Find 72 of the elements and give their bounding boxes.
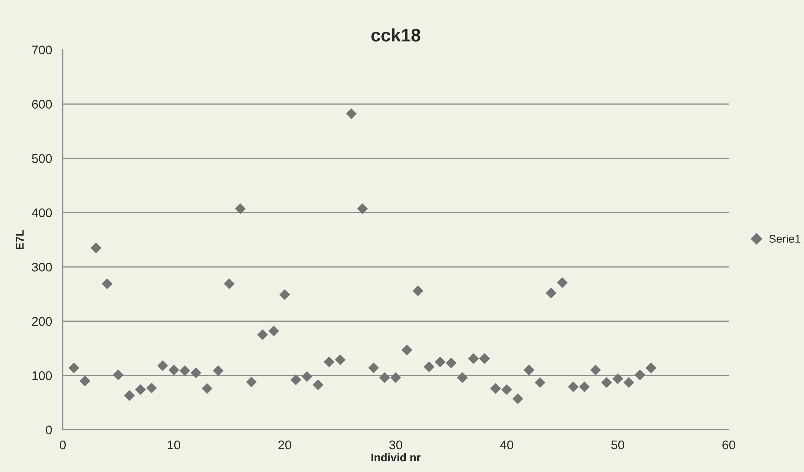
- point: [490, 383, 502, 394]
- point: [424, 362, 435, 372]
- point: [168, 364, 180, 376]
- point: [390, 372, 402, 384]
- point: [302, 371, 313, 382]
- chart-title: cck18: [372, 28, 421, 42]
- point: [579, 382, 590, 392]
- point: [502, 384, 512, 396]
- point: [346, 108, 357, 120]
- point: [124, 390, 135, 402]
- point: [624, 377, 634, 388]
- point: [634, 370, 646, 381]
- point: [468, 354, 480, 364]
- point: [280, 289, 290, 300]
- point: [446, 358, 457, 369]
- x-tick-label: 40: [500, 440, 514, 450]
- point: [546, 288, 557, 299]
- x-tick-label: 0: [60, 440, 66, 450]
- point: [312, 380, 324, 390]
- x-tick-label: 10: [168, 440, 180, 450]
- point: [646, 362, 657, 374]
- point: [612, 374, 624, 384]
- point: [412, 286, 424, 296]
- point: [568, 382, 579, 392]
- point: [368, 362, 380, 374]
- point: [235, 204, 246, 214]
- y-tick-label: 500: [32, 154, 52, 164]
- point: [158, 360, 168, 372]
- point: [224, 278, 235, 290]
- y-tick-label: 100: [32, 372, 52, 380]
- y-tick-label: 700: [32, 46, 52, 55]
- x-axis-title: Individ nr: [372, 453, 421, 462]
- point: [324, 356, 335, 368]
- point: [335, 354, 346, 366]
- point: [435, 356, 446, 368]
- x-tick-label: 50: [612, 440, 624, 450]
- point: [590, 364, 602, 376]
- point: [246, 376, 258, 388]
- y-tick-label: 300: [32, 262, 52, 272]
- x-tick-label: 30: [390, 440, 402, 450]
- y-tick-label: 0: [46, 426, 52, 435]
- point: [146, 382, 158, 394]
- point: [190, 368, 202, 378]
- point: [213, 365, 224, 376]
- point: [268, 326, 280, 337]
- point: [534, 377, 546, 388]
- point: [102, 278, 113, 290]
- point: [290, 374, 302, 386]
- point: [68, 362, 80, 374]
- point: [557, 278, 568, 288]
- point: [380, 372, 390, 384]
- y-axis-title: E7L: [16, 230, 24, 250]
- point: [602, 377, 612, 388]
- x-tick-label: 60: [722, 440, 736, 450]
- point: [90, 242, 102, 254]
- point: [202, 383, 213, 394]
- point: [80, 376, 91, 387]
- y-tick-label: 600: [32, 100, 52, 109]
- point: [357, 204, 368, 214]
- y-tick-label: 200: [32, 317, 52, 326]
- point: [457, 372, 468, 384]
- point: [180, 365, 190, 376]
- point: [512, 394, 524, 404]
- point: [402, 344, 412, 356]
- point: [257, 330, 268, 340]
- point: [135, 384, 146, 396]
- point: [524, 364, 535, 376]
- y-tick-label: 400: [32, 208, 52, 218]
- x-tick-label: 20: [278, 440, 292, 450]
- point: [479, 354, 490, 364]
- legend-label: Serie1: [770, 234, 801, 243]
- point: [113, 370, 124, 381]
